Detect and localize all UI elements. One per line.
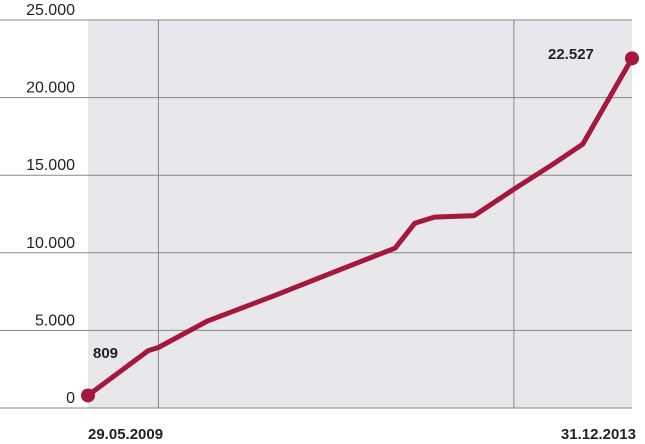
x-tick-end: 31.12.2013 [561,426,636,443]
y-tick-label: 10.000 [26,235,75,252]
start-value-label: 809 [93,345,118,362]
end-value-label: 22.527 [548,46,594,63]
y-tick-label: 5.000 [35,312,75,329]
y-tick-label: 20.000 [26,80,75,97]
gridlines [0,19,632,409]
series-line [85,55,635,398]
y-tick-label: 25.000 [26,2,75,19]
y-tick-label: 0 [66,390,75,407]
y-axis: 0 5.000 10.000 15.000 20.000 25.000 [26,2,75,407]
x-tick-start: 29.05.2009 [88,426,163,443]
end-data-point [625,51,639,66]
y-tick-label: 15.000 [26,157,75,174]
start-data-point [81,388,95,403]
plot-area [88,20,632,408]
